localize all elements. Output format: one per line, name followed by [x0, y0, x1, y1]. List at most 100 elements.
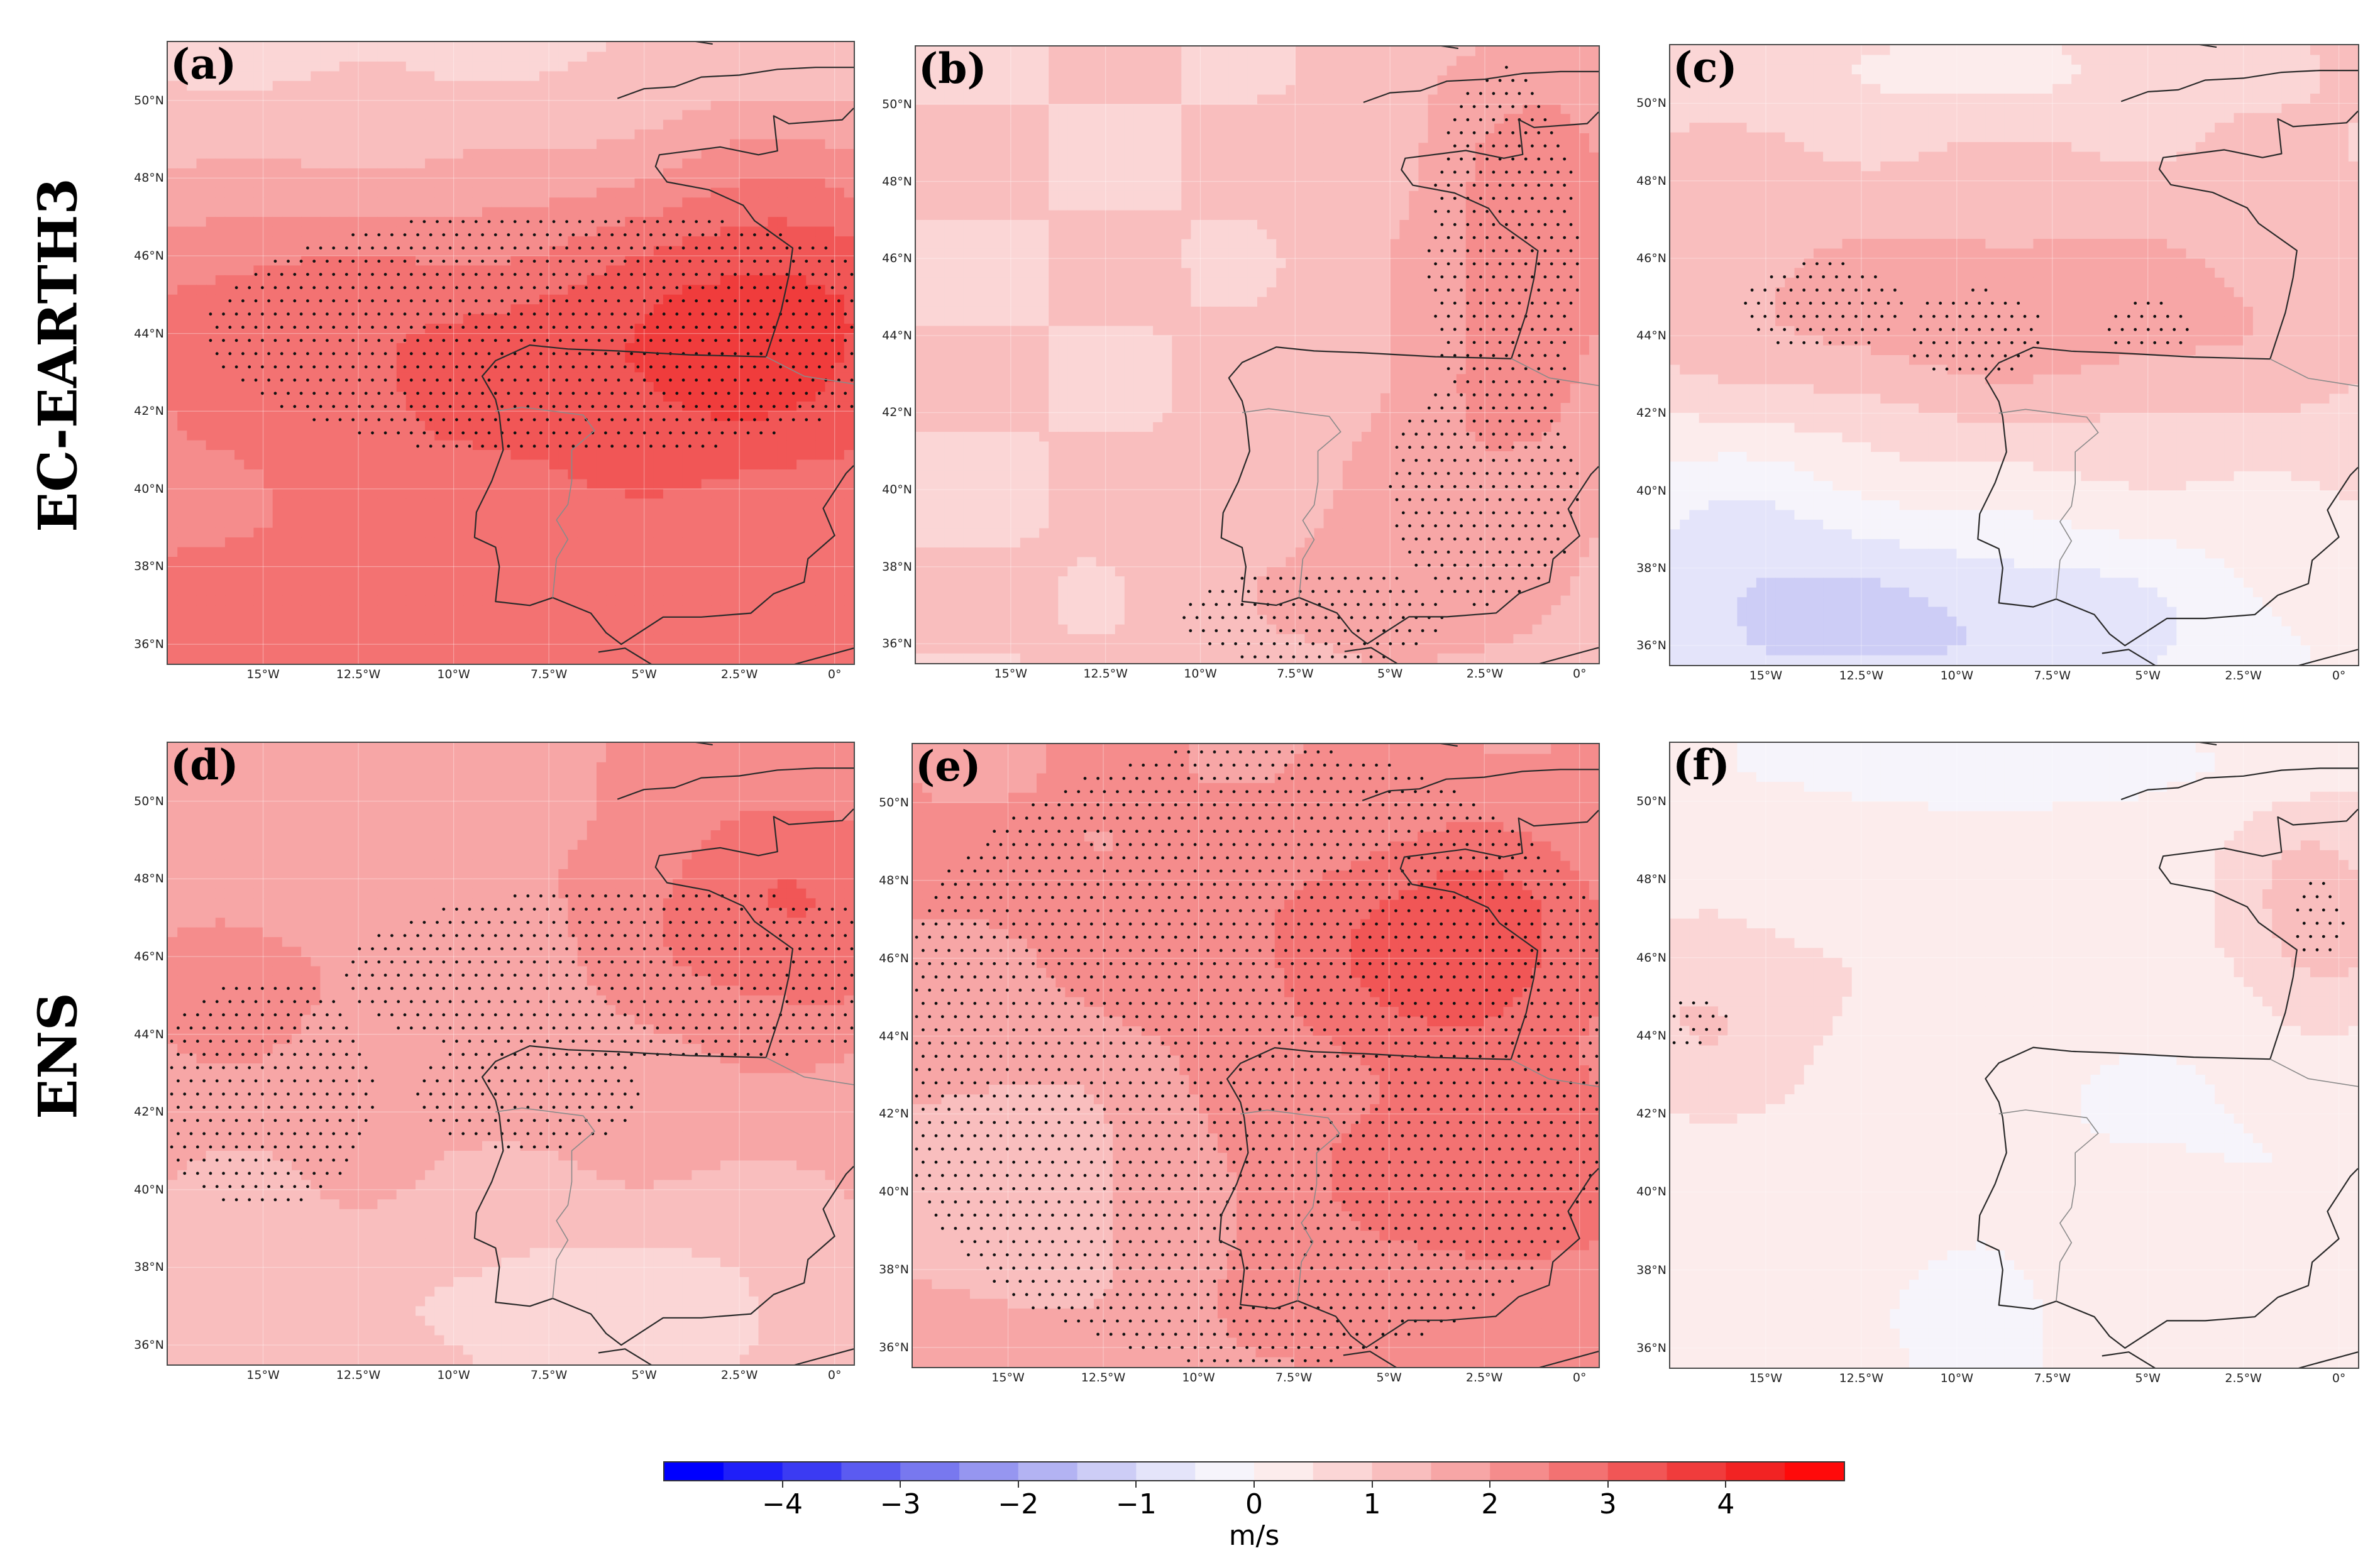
field-cell	[224, 343, 235, 354]
field-cell	[244, 440, 254, 451]
field-cell	[482, 100, 492, 111]
field-cell	[358, 518, 368, 529]
field-cell	[253, 324, 264, 334]
field-cell	[416, 343, 426, 354]
field-cell	[339, 401, 350, 412]
field-cell	[558, 459, 569, 470]
field-cell	[634, 110, 645, 121]
field-cell	[416, 187, 426, 198]
field-cell	[568, 187, 578, 198]
stipple-dot	[811, 299, 815, 303]
field-cell	[501, 52, 512, 62]
field-cell	[634, 324, 645, 334]
field-cell	[701, 256, 712, 266]
field-cell	[691, 61, 702, 72]
field-cell	[234, 217, 245, 228]
field-cell	[358, 217, 368, 228]
field-cell	[453, 275, 464, 285]
stipple-dot	[662, 286, 666, 290]
field-cell	[710, 508, 721, 519]
field-cell	[587, 207, 597, 217]
field-cell	[320, 537, 331, 548]
field-cell	[272, 518, 283, 529]
field-cell	[691, 129, 702, 140]
field-cell	[634, 508, 645, 519]
field-cell	[453, 168, 464, 178]
field-cell	[806, 518, 816, 529]
field-cell	[358, 576, 368, 586]
stipple-dot	[326, 286, 329, 290]
field-cell	[177, 217, 187, 228]
field-cell	[749, 353, 759, 363]
field-cell	[444, 625, 455, 635]
field-cell	[501, 236, 512, 247]
field-cell	[329, 80, 340, 91]
field-cell	[405, 226, 416, 237]
field-cell	[444, 61, 455, 72]
field-cell	[482, 187, 492, 198]
field-cell	[253, 246, 264, 256]
field-cell	[539, 586, 549, 596]
field-cell	[710, 304, 721, 315]
field-cell	[368, 91, 378, 101]
field-cell	[453, 381, 464, 392]
field-cell	[749, 392, 759, 402]
field-cell	[539, 168, 549, 178]
field-cell	[844, 518, 854, 529]
field-cell	[710, 207, 721, 217]
field-cell	[673, 294, 683, 305]
field-cell	[311, 52, 321, 62]
field-cell	[377, 158, 388, 169]
field-cell	[768, 420, 778, 431]
field-cell	[244, 100, 254, 111]
field-cell	[444, 479, 455, 490]
field-cell	[520, 518, 531, 529]
field-cell	[206, 498, 216, 509]
field-cell	[758, 469, 769, 480]
field-cell	[425, 246, 435, 256]
field-cell	[244, 333, 254, 344]
field-cell	[539, 42, 549, 53]
field-cell	[177, 595, 187, 606]
field-cell	[615, 557, 625, 568]
field-cell	[625, 265, 636, 276]
field-cell	[501, 91, 512, 101]
field-cell	[529, 52, 540, 62]
field-cell	[815, 304, 826, 315]
field-cell	[368, 265, 378, 276]
field-cell	[691, 372, 702, 383]
field-cell	[663, 401, 673, 412]
field-cell	[263, 236, 273, 247]
field-cell	[329, 119, 340, 130]
field-cell	[206, 595, 216, 606]
field-cell	[463, 197, 473, 208]
field-cell	[329, 100, 340, 111]
stipple-dot	[422, 220, 426, 223]
field-cell	[472, 547, 483, 557]
field-cell	[558, 129, 569, 140]
field-cell	[520, 129, 531, 140]
stipple-dot	[656, 220, 659, 223]
field-cell	[425, 139, 435, 150]
field-cell	[215, 314, 226, 324]
field-cell	[301, 256, 311, 266]
field-cell	[568, 527, 578, 538]
field-cell	[529, 100, 540, 111]
field-cell	[529, 265, 540, 276]
field-cell	[405, 61, 416, 72]
field-cell	[701, 595, 712, 606]
field-cell	[510, 353, 521, 363]
field-cell	[825, 207, 835, 217]
field-cell	[215, 392, 226, 402]
field-cell	[292, 566, 302, 577]
field-cell	[806, 401, 816, 412]
field-cell	[615, 42, 625, 53]
field-cell	[806, 459, 816, 470]
field-cell	[625, 256, 636, 266]
stipple-dot	[448, 326, 452, 329]
field-cell	[416, 537, 426, 548]
field-cell	[606, 459, 616, 470]
field-cell	[615, 547, 625, 557]
field-cell	[777, 333, 788, 344]
field-cell	[244, 168, 254, 178]
